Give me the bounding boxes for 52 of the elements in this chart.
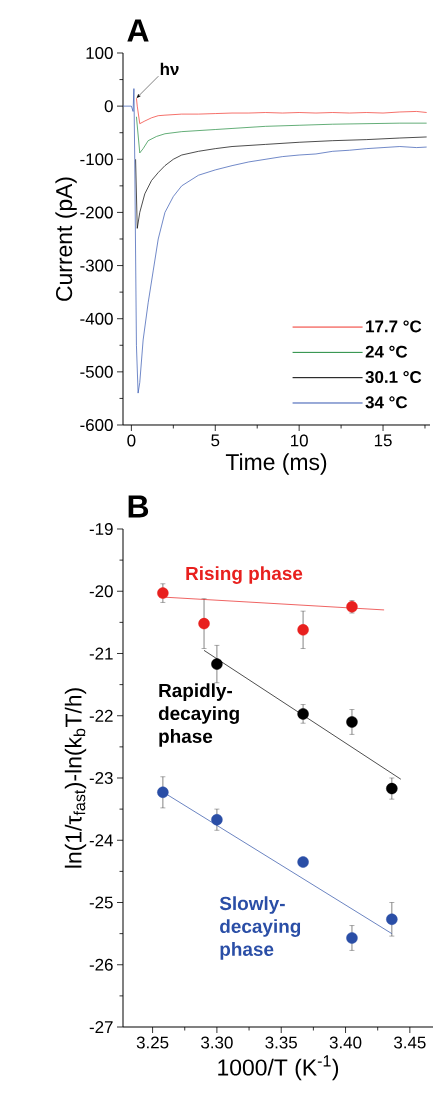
- x-axis-title: Time (ms): [225, 453, 327, 475]
- y-tick-label: -600: [80, 418, 113, 431]
- y-tick-label: -25: [89, 896, 113, 909]
- y-tick-label: -500: [80, 365, 113, 378]
- legend-label: 30.1 °C: [365, 371, 422, 384]
- annotation: hν: [160, 62, 179, 75]
- series-label: Rising phase: [186, 566, 303, 584]
- legend-label: 34 °C: [365, 396, 408, 409]
- series-label: Rapidly-decaying phase: [158, 683, 239, 747]
- y-tick-label: -21: [89, 647, 113, 660]
- y-tick-label: -24: [89, 834, 113, 847]
- point: [346, 932, 358, 944]
- series-label: Slowly-decaying phase: [219, 896, 301, 960]
- y-tick-label: -26: [89, 958, 113, 971]
- chart-title: A: [127, 19, 149, 42]
- x-tick-label: 3.25: [136, 1036, 169, 1049]
- x-tick-label: 10: [291, 434, 308, 447]
- point: [157, 786, 169, 799]
- y-tick-label: -23: [89, 772, 113, 784]
- y-tick-label: -20: [89, 585, 113, 598]
- y-axis-title: Current (pA): [55, 177, 77, 301]
- x-tick-label: 3.40: [329, 1036, 362, 1049]
- y-axis-title: ln(1/τ$_{fast}$)-ln(k$_{b}$T/h): [64, 688, 87, 868]
- x-tick-label: 3.35: [265, 1036, 297, 1049]
- y-tick-label: -22: [89, 709, 113, 722]
- point: [297, 624, 309, 636]
- point: [211, 814, 223, 826]
- point: [211, 658, 223, 670]
- x-axis-title: 1000/T (K$^{-1}$): [218, 1055, 339, 1081]
- y-tick-label: -300: [80, 259, 113, 272]
- point: [297, 856, 309, 868]
- legend-label: 17.7 °C: [366, 320, 422, 333]
- y-tick-label: -200: [80, 206, 113, 219]
- point: [386, 782, 398, 795]
- point: [198, 617, 210, 630]
- y-tick-label: 100: [86, 46, 113, 59]
- y-tick-label: -400: [80, 312, 113, 325]
- x-tick-label: 3.45: [394, 1036, 426, 1049]
- legend-label: 24 °C: [365, 345, 408, 358]
- y-tick-label: 0: [104, 100, 113, 113]
- point: [346, 716, 358, 728]
- point: [297, 708, 309, 720]
- point: [386, 913, 398, 925]
- y-tick-label: -100: [80, 153, 113, 166]
- point: [157, 587, 169, 599]
- x-tick-label: 3.30: [201, 1036, 233, 1049]
- x-tick-label: 15: [374, 434, 392, 447]
- y-tick-label: -27: [89, 1021, 113, 1033]
- chart-title: B: [128, 495, 149, 518]
- x-tick-label: 0: [127, 434, 136, 447]
- y-tick-label: -19: [89, 523, 113, 535]
- x-tick-label: 5: [211, 434, 220, 447]
